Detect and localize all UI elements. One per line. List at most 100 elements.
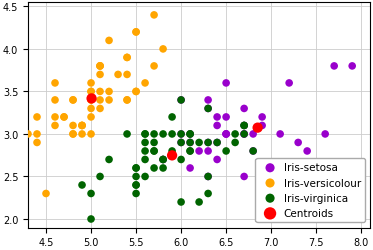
- Iris-setosa: [295, 141, 301, 145]
- Iris-virginica: [106, 158, 112, 162]
- Iris-versicolour: [61, 116, 67, 119]
- Iris-setosa: [250, 149, 256, 153]
- Iris-versicolour: [79, 124, 85, 128]
- Iris-versicolour: [97, 98, 103, 102]
- Iris-setosa: [322, 132, 328, 136]
- Iris-virginica: [133, 183, 139, 187]
- Iris-virginica: [214, 141, 220, 145]
- Iris-versicolour: [70, 132, 76, 136]
- Iris-versicolour: [151, 65, 157, 69]
- Iris-virginica: [79, 183, 85, 187]
- Iris-virginica: [178, 132, 184, 136]
- Iris-setosa: [349, 65, 355, 69]
- Iris-virginica: [178, 141, 184, 145]
- Iris-virginica: [169, 116, 175, 119]
- Iris-versicolour: [124, 56, 130, 60]
- Iris-virginica: [205, 107, 211, 111]
- Iris-versicolour: [88, 90, 94, 94]
- Iris-versicolour: [142, 82, 148, 86]
- Iris-versicolour: [34, 116, 40, 119]
- Iris-virginica: [151, 166, 157, 170]
- Iris-virginica: [133, 183, 139, 187]
- Iris-virginica: [142, 175, 148, 179]
- Iris-versicolour: [34, 141, 40, 145]
- Iris-setosa: [214, 158, 220, 162]
- Iris-virginica: [187, 141, 193, 145]
- Iris-versicolour: [106, 90, 112, 94]
- Iris-setosa: [214, 116, 220, 119]
- Iris-virginica: [160, 158, 166, 162]
- Iris-versicolour: [160, 48, 166, 52]
- Iris-setosa: [286, 82, 292, 86]
- Iris-setosa: [214, 141, 220, 145]
- Iris-setosa: [205, 141, 211, 145]
- Iris-virginica: [241, 124, 247, 128]
- Iris-virginica: [88, 217, 94, 221]
- Iris-setosa: [205, 149, 211, 153]
- Iris-virginica: [151, 149, 157, 153]
- Iris-virginica: [178, 158, 184, 162]
- Iris-versicolour: [124, 98, 130, 102]
- Iris-setosa: [178, 132, 184, 136]
- Iris-virginica: [223, 149, 229, 153]
- Iris-setosa: [223, 82, 229, 86]
- Iris-versicolour: [115, 73, 121, 77]
- Iris-setosa: [241, 132, 247, 136]
- Iris-virginica: [133, 175, 139, 179]
- Iris-virginica: [169, 149, 175, 153]
- Iris-versicolour: [34, 132, 40, 136]
- Iris-virginica: [142, 141, 148, 145]
- Iris-versicolour: [79, 132, 85, 136]
- Iris-setosa: [187, 141, 193, 145]
- Iris-versicolour: [106, 39, 112, 43]
- Iris-virginica: [142, 158, 148, 162]
- Legend: Iris-setosa, Iris-versicolour, Iris-virginica, Centroids: Iris-setosa, Iris-versicolour, Iris-virg…: [256, 159, 365, 222]
- Iris-virginica: [241, 124, 247, 128]
- Iris-versicolour: [106, 98, 112, 102]
- Iris-virginica: [232, 141, 238, 145]
- Iris-setosa: [196, 149, 202, 153]
- Iris-setosa: [241, 124, 247, 128]
- Iris-versicolour: [97, 90, 103, 94]
- Iris-virginica: [232, 132, 238, 136]
- Iris-setosa: [160, 158, 166, 162]
- Iris-virginica: [241, 132, 247, 136]
- Iris-versicolour: [97, 65, 103, 69]
- Iris-setosa: [205, 98, 211, 102]
- Iris-versicolour: [124, 56, 130, 60]
- Centroids: [89, 97, 95, 101]
- Iris-virginica: [160, 132, 166, 136]
- Iris-versicolour: [133, 90, 139, 94]
- Iris-setosa: [241, 132, 247, 136]
- Iris-versicolour: [88, 90, 94, 94]
- Iris-virginica: [187, 132, 193, 136]
- Iris-setosa: [178, 98, 184, 102]
- Iris-versicolour: [88, 107, 94, 111]
- Iris-setosa: [259, 116, 265, 119]
- Iris-virginica: [196, 141, 202, 145]
- Iris-versicolour: [97, 65, 103, 69]
- Iris-versicolour: [79, 124, 85, 128]
- Iris-versicolour: [88, 132, 94, 136]
- Iris-virginica: [142, 132, 148, 136]
- Iris-versicolour: [151, 14, 157, 18]
- Iris-virginica: [196, 200, 202, 204]
- Iris-virginica: [205, 175, 211, 179]
- Iris-setosa: [187, 166, 193, 170]
- Iris-versicolour: [124, 98, 130, 102]
- Iris-setosa: [178, 141, 184, 145]
- Iris-versicolour: [97, 107, 103, 111]
- Iris-virginica: [205, 192, 211, 196]
- Iris-versicolour: [97, 65, 103, 69]
- Iris-versicolour: [52, 124, 58, 128]
- Iris-versicolour: [133, 31, 139, 35]
- Iris-setosa: [304, 149, 310, 153]
- Centroids: [255, 126, 261, 130]
- Iris-versicolour: [52, 82, 58, 86]
- Iris-virginica: [133, 192, 139, 196]
- Iris-virginica: [205, 141, 211, 145]
- Iris-versicolour: [97, 73, 103, 77]
- Iris-versicolour: [70, 98, 76, 102]
- Iris-virginica: [124, 132, 130, 136]
- Iris-versicolour: [70, 132, 76, 136]
